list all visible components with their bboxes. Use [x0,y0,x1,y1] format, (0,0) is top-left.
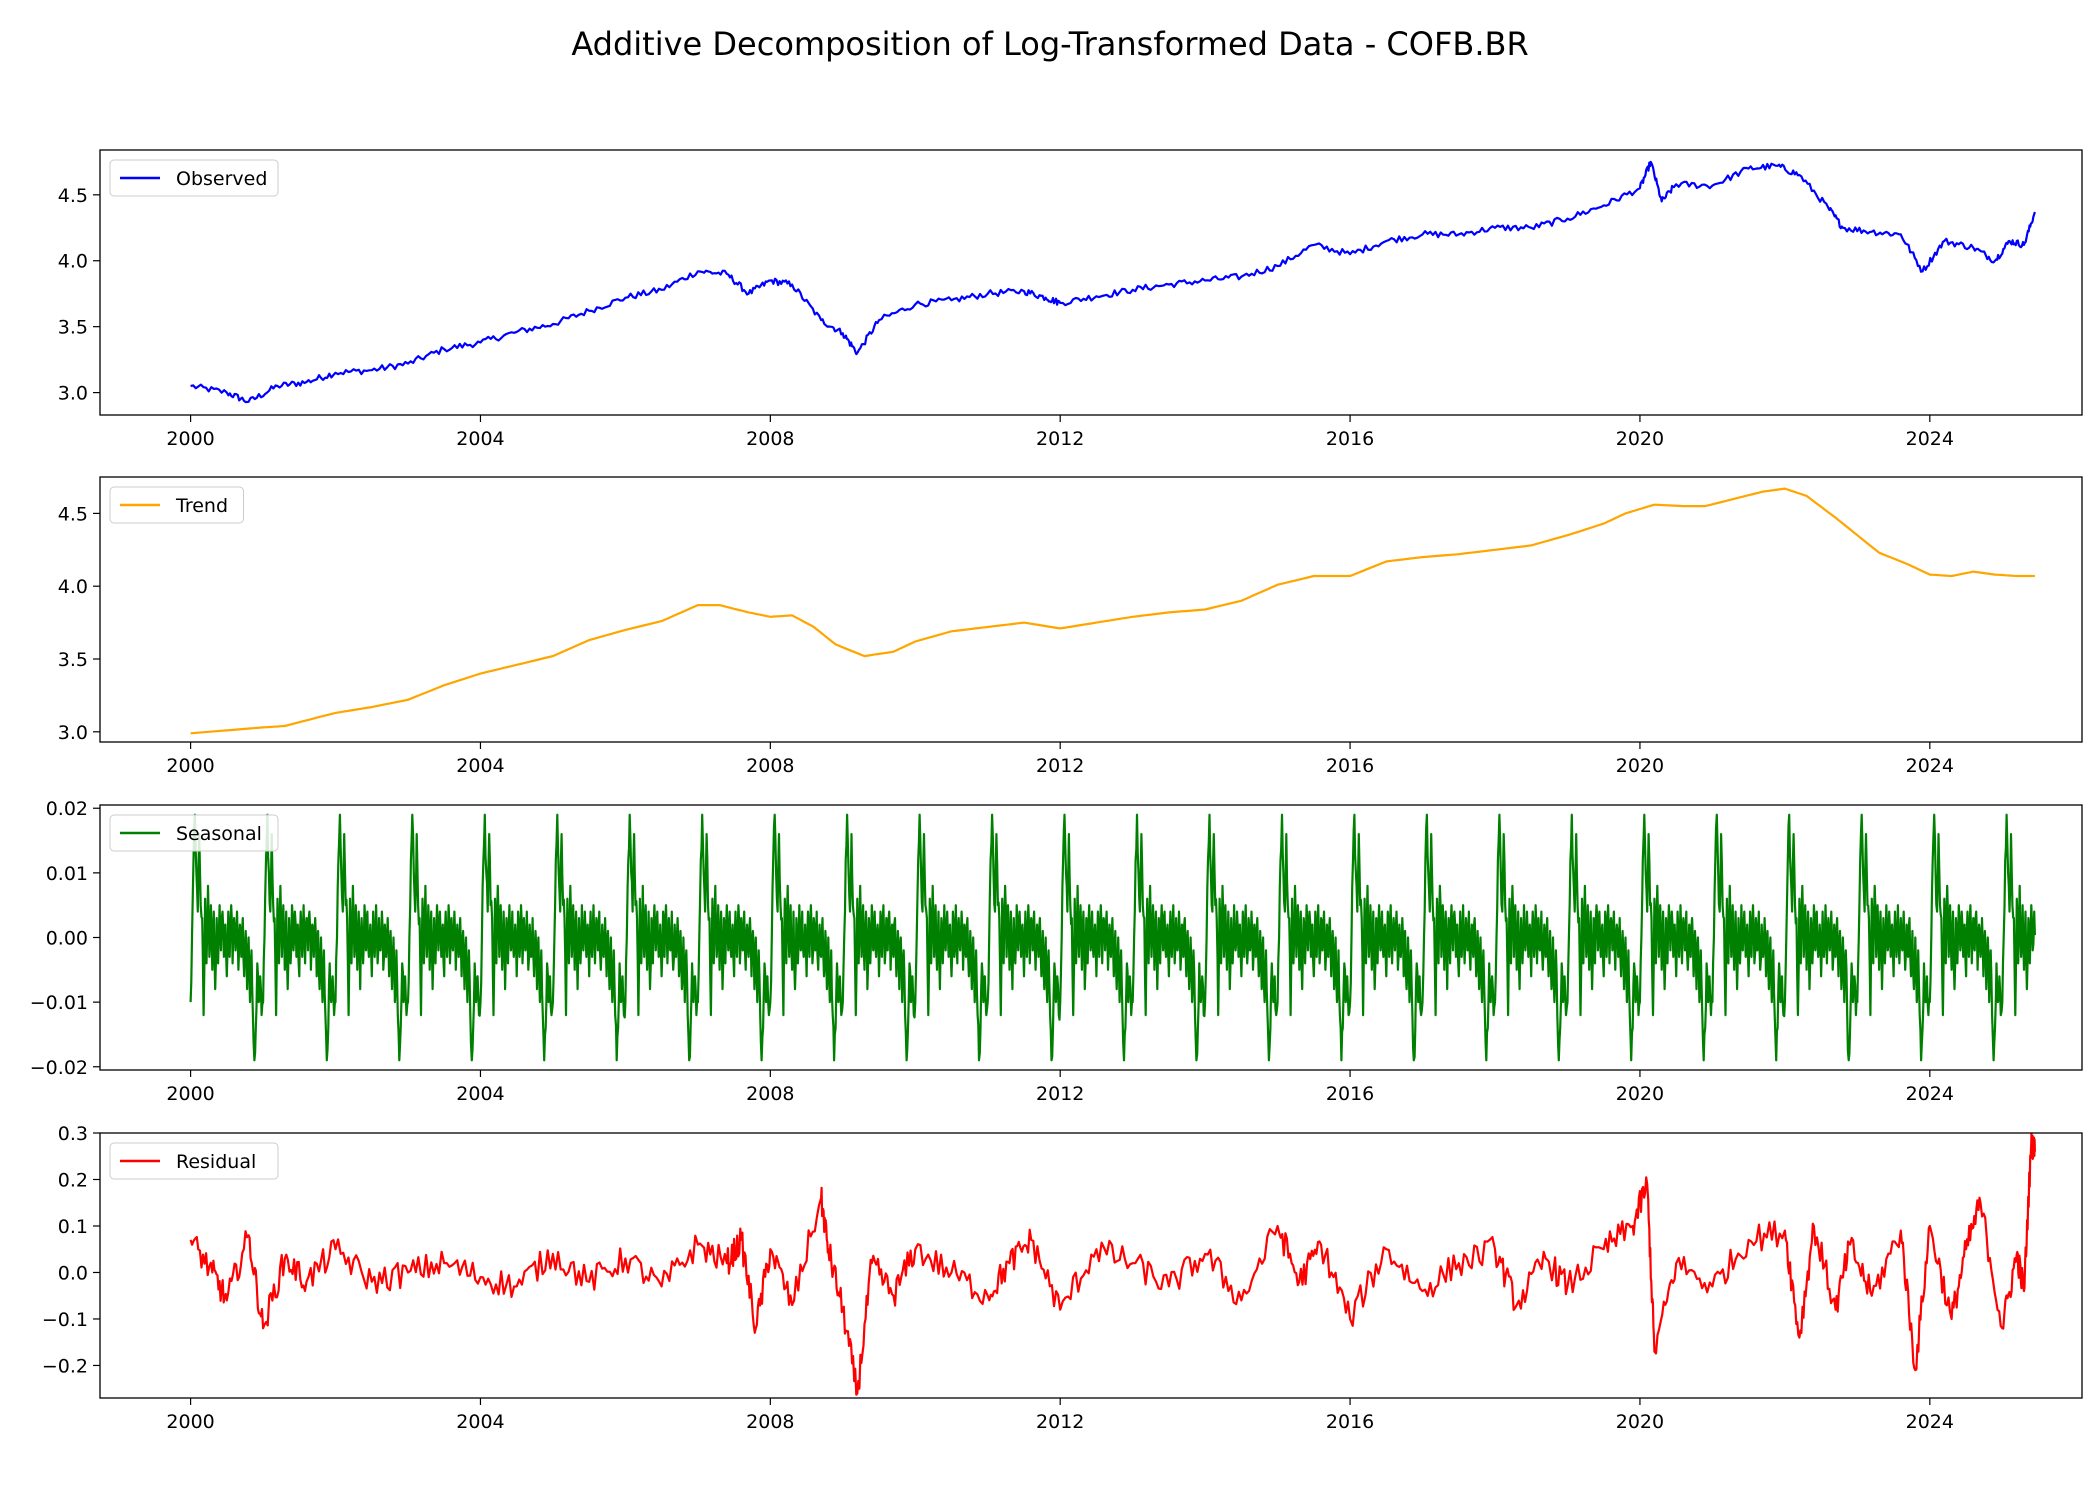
observed-panel: 2000 2004 2008 2012 2016 2020 2024 3.0 3.5 4.0 4.5… [58,149,2083,450]
trend-xtick-label: 2020 [1616,755,1664,777]
seasonal-legend-box [109,814,279,852]
trend-xtick-label: 2008 [746,755,794,777]
trend-xtick-label: 2012 [1036,755,1084,777]
trend-xtick-label: 2000 [166,755,214,777]
observed-ytick-label: 4.0 [58,251,88,273]
residual-xtick-label: 2000 [166,1411,214,1433]
residual-axes-frame [99,1132,2083,1399]
trend-xtick-label: 2004 [456,755,504,777]
residual-legend: Residual [109,1142,279,1180]
observed-xtick-label: 2024 [1906,428,1954,450]
residual-ytick-label: −0.2 [42,1355,88,1377]
observed-legend: Observed [109,159,279,197]
trend-series-line [190,487,2035,735]
observed-ytick-label: 3.0 [58,383,88,405]
panels: 2000 2004 2008 2012 2016 2020 2024 3.0 3.5 4.0 4.5… [30,149,2083,1433]
trend-axes-frame [99,476,2083,743]
observed-xtick-label: 2020 [1616,428,1664,450]
residual-ytick-label: 0.3 [58,1123,88,1145]
residual-ytick-label: 0.1 [58,1216,88,1238]
seasonal-xtick-label: 2004 [456,1083,504,1105]
seasonal-xtick-label: 2016 [1326,1083,1374,1105]
trend-ytick-label: 3.0 [58,722,88,744]
observed-legend-box [109,159,279,197]
residual-xtick-label: 2012 [1036,1411,1084,1433]
residual-ytick-label: 0.2 [58,1169,88,1191]
observed-legend-label: Observed [176,168,267,190]
seasonal-ytick-label: −0.01 [30,992,88,1014]
trend-legend-label: Trend [175,495,228,517]
seasonal-xtick-label: 2000 [166,1083,214,1105]
observed-axes-frame [99,149,2083,416]
seasonal-xtick-label: 2012 [1036,1083,1084,1105]
residual-legend-label: Residual [176,1151,256,1173]
residual-xtick-label: 2024 [1906,1411,1954,1433]
observed-xtick-label: 2004 [456,428,504,450]
residual-ytick-label: −0.1 [42,1309,88,1331]
trend-panel: 2000 2004 2008 2012 2016 2020 2024 3.0 3.5 4.0 4.5… [58,476,2083,777]
observed-ytick-label: 4.5 [58,185,88,207]
seasonal-xtick-label: 2020 [1616,1083,1664,1105]
trend-xtick-label: 2016 [1326,755,1374,777]
trend-ytick-label: 3.5 [58,649,88,671]
seasonal-legend: Seasonal [109,814,279,852]
residual-series-line [189,1133,2036,1396]
residual-xtick-label: 2020 [1616,1411,1664,1433]
trend-ytick-label: 4.5 [58,503,88,525]
trend-legend: Trend [109,486,244,524]
seasonal-legend-label: Seasonal [176,823,262,845]
seasonal-ytick-label: 0.01 [46,863,88,885]
residual-legend-box [109,1142,279,1180]
seasonal-xtick-label: 2024 [1906,1083,1954,1105]
trend-legend-box [109,486,244,524]
seasonal-ytick-label: 0.00 [46,928,88,950]
observed-xtick-label: 2012 [1036,428,1084,450]
observed-xtick-label: 2016 [1326,428,1374,450]
residual-xtick-label: 2008 [746,1411,794,1433]
residual-ytick-label: 0.0 [58,1262,88,1284]
figure-title: Additive Decomposition of Log-Transforme… [571,25,1528,63]
observed-ytick-label: 3.5 [58,317,88,339]
trend-xtick-label: 2024 [1906,755,1954,777]
observed-xtick-label: 2000 [166,428,214,450]
residual-xtick-label: 2004 [456,1411,504,1433]
seasonal-ytick-label: −0.02 [30,1057,88,1079]
observed-series-line [190,160,2036,404]
residual-xtick-label: 2016 [1326,1411,1374,1433]
observed-xtick-label: 2008 [746,428,794,450]
residual-panel: 2000 2004 2008 2012 2016 2020 2024 −0.2 −0.1 0.0 0… [42,1123,2083,1433]
seasonal-series-line [189,813,2036,1062]
seasonal-ytick-label: 0.02 [46,798,88,820]
seasonal-xtick-label: 2008 [746,1083,794,1105]
trend-ytick-label: 4.0 [58,576,88,598]
seasonal-panel: 2000 2004 2008 2012 2016 2020 2024 −0.02 −0.01 0.… [30,798,2083,1105]
